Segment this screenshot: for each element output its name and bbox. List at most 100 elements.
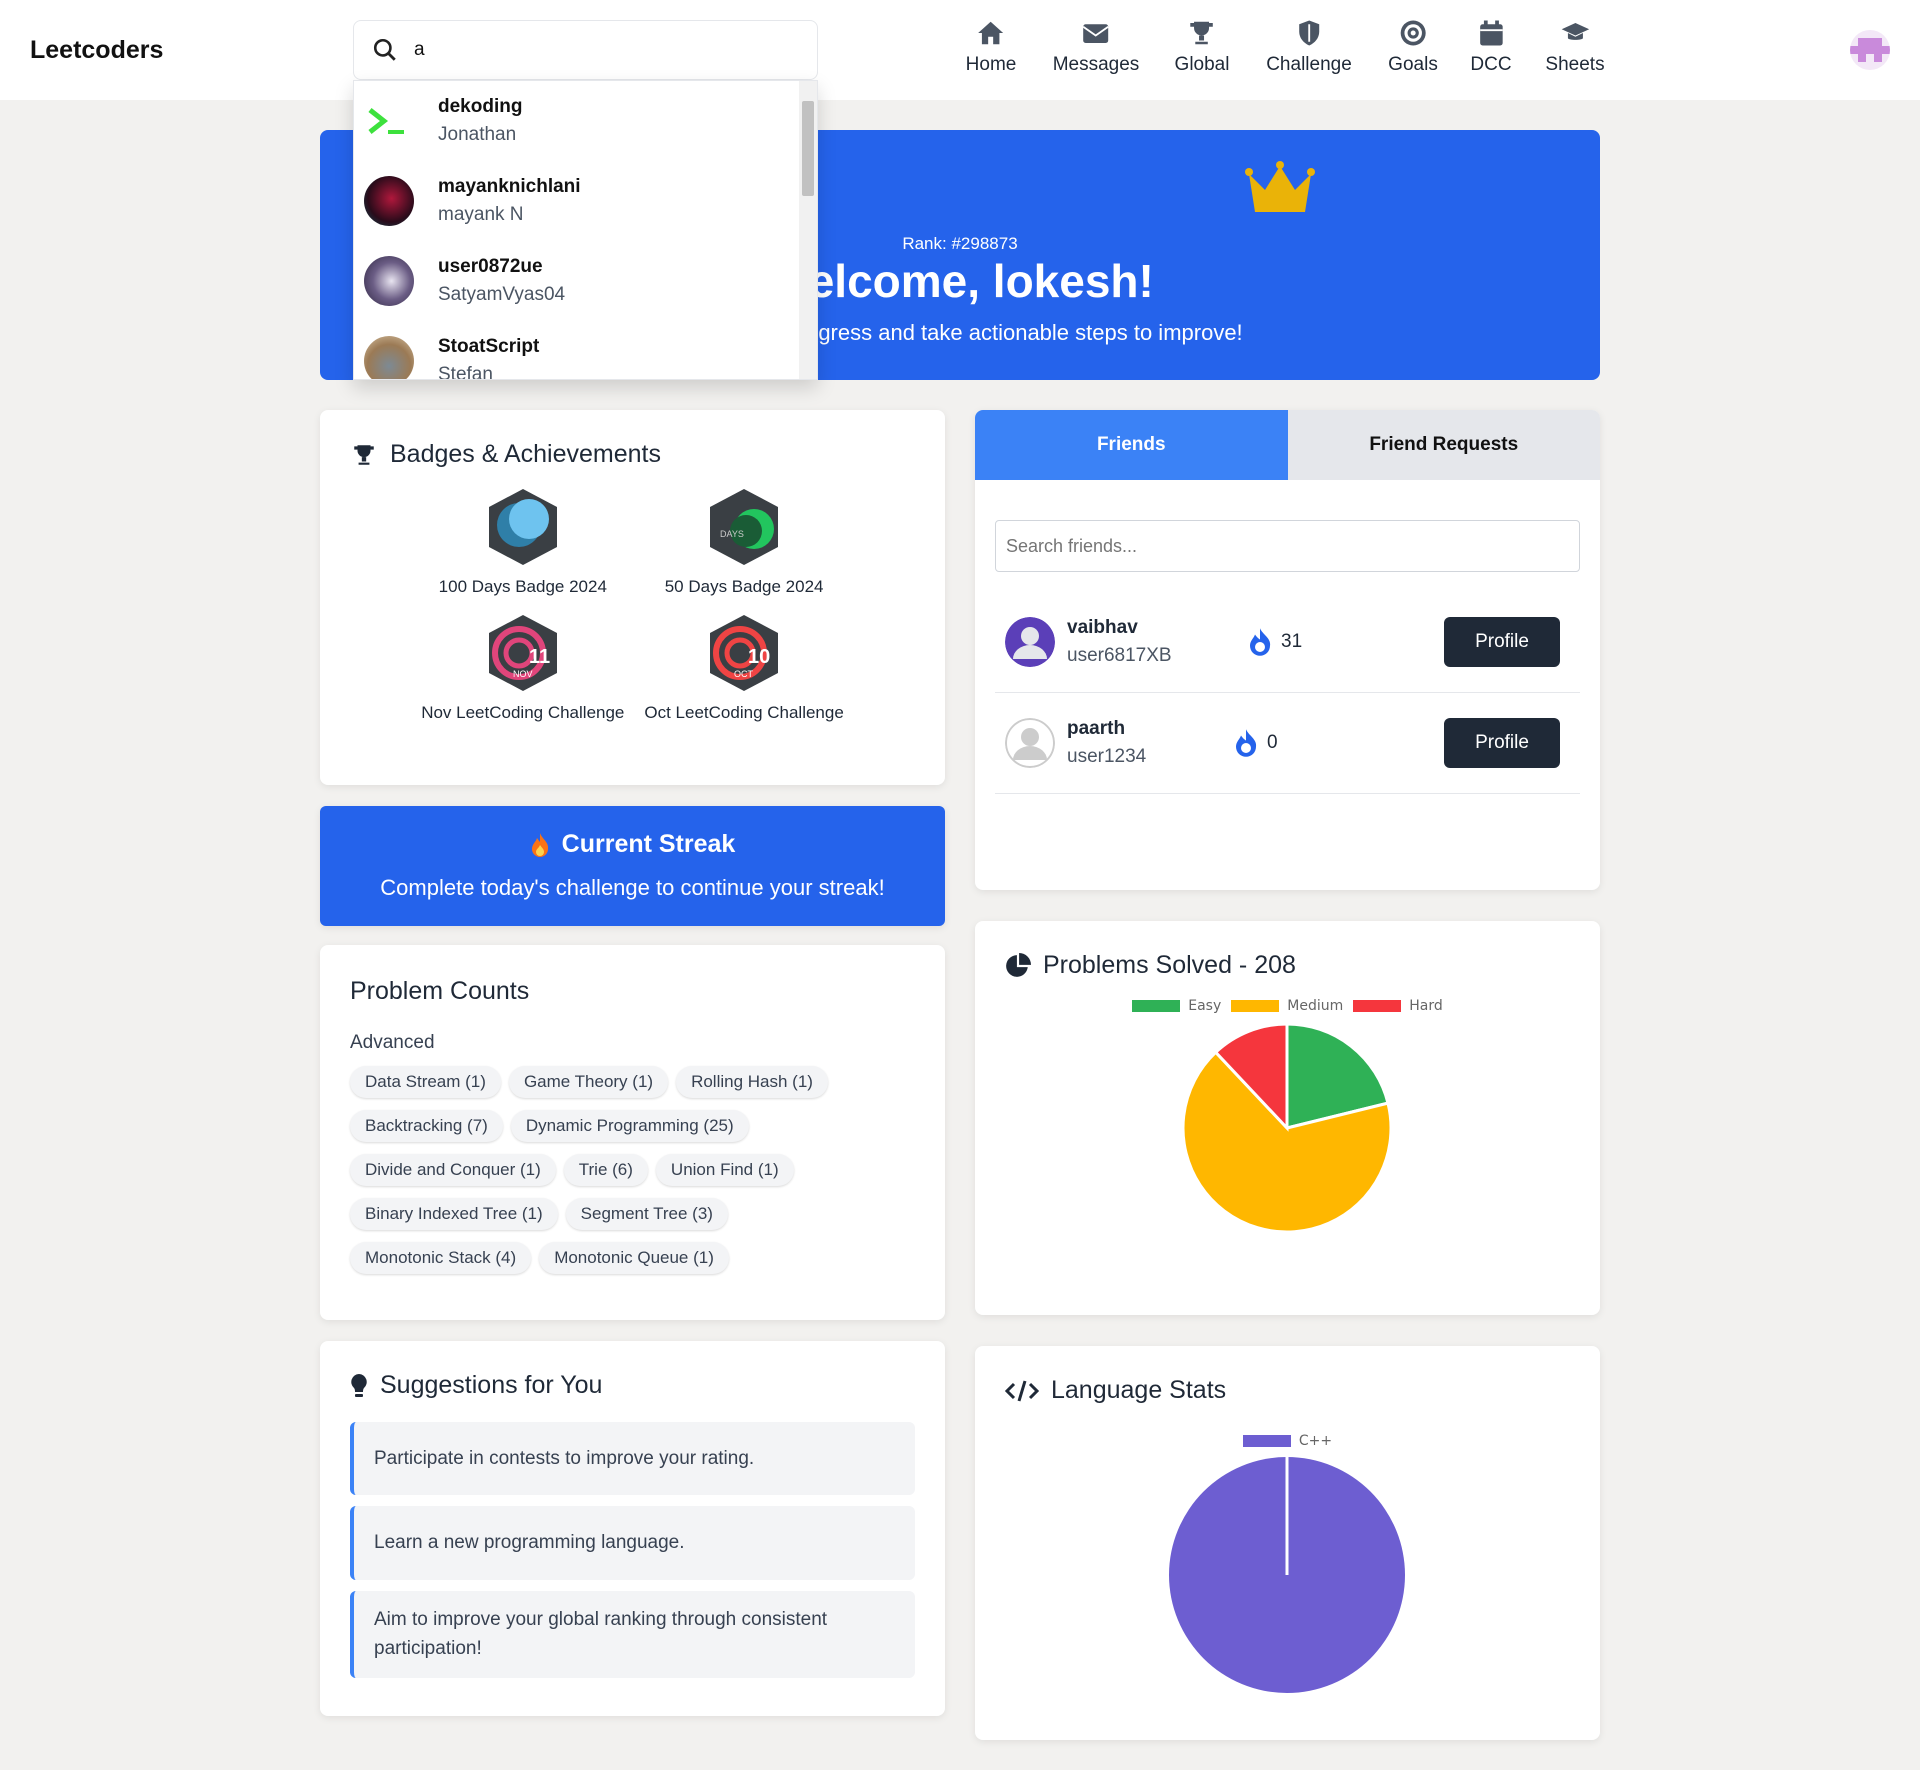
- legend-swatch: [1231, 1000, 1280, 1012]
- svg-text:10: 10: [748, 646, 770, 668]
- nav-label: Sheets: [1545, 54, 1605, 75]
- suggestions-title: Suggestions for You: [380, 1371, 603, 1399]
- chart-title: Language Stats: [1051, 1376, 1227, 1404]
- suggestion-item: Aim to improve your global ranking throu…: [350, 1590, 915, 1678]
- dropdown-scrollbar[interactable]: [799, 81, 817, 379]
- legend-item[interactable]: Hard: [1353, 998, 1443, 1014]
- tag-chip[interactable]: Backtracking (7): [350, 1110, 503, 1142]
- tag-chip[interactable]: Monotonic Queue (1): [539, 1242, 729, 1274]
- svg-text:OCT: OCT: [734, 669, 754, 679]
- svg-text:11: 11: [529, 646, 550, 668]
- nav-label: Messages: [1052, 54, 1140, 75]
- flame-icon: [1250, 628, 1271, 656]
- nav-goals[interactable]: Goals: [1388, 18, 1438, 76]
- tab-friend-requests[interactable]: Friend Requests: [1287, 410, 1600, 480]
- badge-50-days-icon: DAYS: [710, 489, 779, 565]
- suggestions-card: Suggestions for You Participate in conte…: [320, 1341, 945, 1716]
- welcome-title: Welcome, lokesh!: [766, 255, 1154, 307]
- tag-chip[interactable]: Union Find (1): [655, 1154, 794, 1186]
- avatar: [1005, 718, 1055, 768]
- badge-100-days-icon: [488, 489, 557, 565]
- pie-slice-medium[interactable]: [1181, 1050, 1393, 1234]
- nav-messages[interactable]: Messages: [1052, 18, 1140, 76]
- rank-text: Rank: #298873: [902, 234, 1018, 253]
- home-icon: [978, 21, 1004, 45]
- envelope-icon: [1082, 24, 1110, 43]
- legend-label: Hard: [1409, 998, 1443, 1014]
- avatar: [1005, 617, 1055, 667]
- scrollbar-thumb[interactable]: [802, 101, 814, 196]
- legend-swatch: [1132, 1000, 1181, 1012]
- streak-subtitle: Complete today's challenge to continue y…: [380, 875, 885, 900]
- legend-swatch: [1353, 1000, 1402, 1012]
- badge-nov-challenge[interactable]: 11 NOV Nov LeetCoding Challenge: [421, 613, 624, 723]
- tag-chip[interactable]: Data Stream (1): [350, 1066, 501, 1098]
- pie-slice-easy[interactable]: [1285, 1022, 1390, 1130]
- search-result[interactable]: user0872ue SatyamVyas04: [354, 241, 817, 321]
- nav-home[interactable]: Home: [966, 18, 1016, 76]
- friend-row: vaibhav user6817XB 31 Profile: [995, 592, 1580, 693]
- friend-streak: 0: [1267, 732, 1278, 753]
- search-results-dropdown: dekoding Jonathan mayanknichlani mayank N …: [353, 80, 818, 380]
- fire-icon: [531, 832, 548, 857]
- nav-sheets[interactable]: Sheets: [1545, 18, 1605, 76]
- tag-chip[interactable]: Segment Tree (3): [565, 1198, 728, 1230]
- search-input[interactable]: [414, 39, 794, 61]
- tag-chip[interactable]: Monotonic Stack (4): [350, 1242, 532, 1274]
- tag-chip[interactable]: Trie (6): [563, 1154, 648, 1186]
- tag-chip[interactable]: Dynamic Programming (25): [510, 1110, 749, 1142]
- avatar: [364, 256, 414, 306]
- search-bar[interactable]: [353, 20, 818, 80]
- nav-label: DCC: [1470, 54, 1512, 75]
- chart-title: Problems Solved - 208: [1043, 951, 1296, 979]
- legend-item[interactable]: C++: [1242, 1433, 1332, 1449]
- tag-chip[interactable]: Rolling Hash (1): [676, 1066, 828, 1098]
- badge-50-days[interactable]: DAYS 50 Days Badge 2024: [644, 487, 843, 597]
- legend-item[interactable]: Medium: [1231, 998, 1343, 1014]
- friend-username: user1234: [1067, 746, 1147, 767]
- section-label: Advanced: [350, 1032, 435, 1053]
- nav-label: Global: [1174, 54, 1230, 75]
- legend-label: Easy: [1188, 998, 1222, 1014]
- problems-solved-card: Problems Solved - 208 Easy Medium Hard: [975, 921, 1600, 1315]
- profile-button[interactable]: Profile: [1444, 718, 1560, 768]
- tag-chip[interactable]: Binary Indexed Tree (1): [350, 1198, 558, 1230]
- badge-100-days[interactable]: 100 Days Badge 2024: [421, 487, 624, 597]
- search-friends-input[interactable]: [995, 520, 1580, 572]
- svg-text:NOV: NOV: [513, 669, 533, 679]
- chart-legend: C++: [1005, 1433, 1570, 1449]
- lightbulb-icon: [351, 1373, 367, 1397]
- trophy-icon: [1190, 21, 1214, 45]
- nav-challenge[interactable]: Challenge: [1266, 18, 1352, 76]
- badge-oct-challenge[interactable]: 10 OCT Oct LeetCoding Challenge: [644, 613, 844, 723]
- tab-friends[interactable]: Friends: [975, 410, 1288, 480]
- badges-card: Badges & Achievements 100 Days Badge 202…: [320, 410, 945, 785]
- logo[interactable]: Leetcoders: [30, 36, 164, 64]
- problem-counts-title: Problem Counts: [350, 977, 530, 1005]
- friend-streak: 31: [1281, 631, 1303, 652]
- search-result[interactable]: StoatScript Stefan: [354, 321, 817, 379]
- nav-global[interactable]: Global: [1174, 18, 1230, 76]
- language-pie-chart: [1169, 1457, 1405, 1693]
- profile-button[interactable]: Profile: [1444, 617, 1560, 667]
- user-avatar[interactable]: [1850, 30, 1890, 70]
- pie-slice-hard[interactable]: [1213, 1022, 1289, 1132]
- shield-icon: [1298, 20, 1319, 46]
- tag-chip[interactable]: Divide and Conquer (1): [350, 1154, 556, 1186]
- problems-pie-chart: [1181, 1022, 1393, 1234]
- search-result[interactable]: mayanknichlani mayank N: [354, 161, 817, 241]
- friend-name: vaibhav: [1067, 617, 1138, 638]
- tag-chip[interactable]: Game Theory (1): [508, 1066, 669, 1098]
- legend-item[interactable]: Easy: [1132, 998, 1221, 1014]
- friends-card: Friends Friend Requests vaibhav user6817X…: [975, 410, 1600, 890]
- streak-title: Current Streak: [561, 830, 736, 858]
- search-result[interactable]: dekoding Jonathan: [354, 81, 817, 161]
- search-icon: [373, 38, 396, 61]
- trophy-icon: [354, 444, 374, 465]
- code-icon: [1005, 1380, 1039, 1401]
- badges-title: Badges & Achievements: [390, 440, 661, 468]
- suggestion-item: Participate in contests to improve your …: [350, 1422, 915, 1496]
- nav-dcc[interactable]: DCC: [1470, 18, 1512, 76]
